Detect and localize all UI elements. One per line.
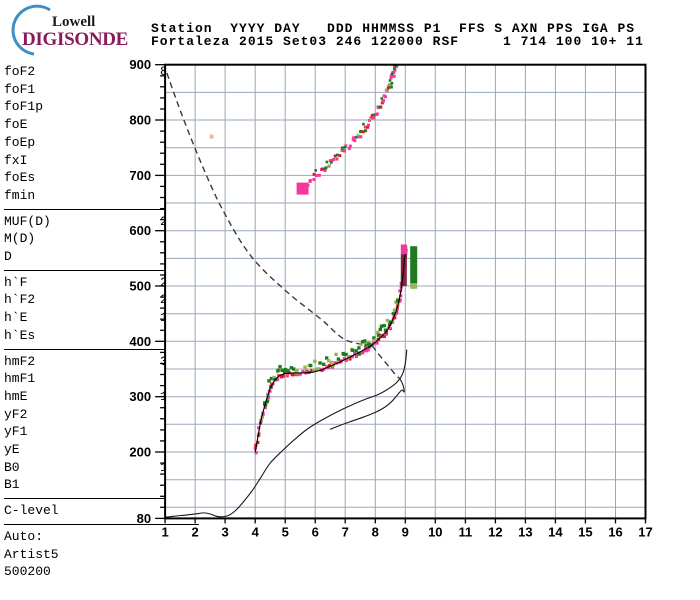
svg-text:13: 13	[518, 524, 532, 539]
svg-text:17: 17	[638, 524, 652, 539]
svg-text:1: 1	[161, 524, 168, 539]
svg-text:600: 600	[129, 223, 151, 238]
svg-text:80: 80	[137, 511, 151, 526]
svg-text:3: 3	[221, 524, 228, 539]
svg-text:12: 12	[488, 524, 502, 539]
svg-text:6: 6	[312, 524, 319, 539]
svg-text:4: 4	[252, 524, 260, 539]
svg-text:10: 10	[428, 524, 442, 539]
svg-text:5: 5	[282, 524, 289, 539]
svg-text:15: 15	[578, 524, 592, 539]
svg-text:11: 11	[459, 524, 473, 539]
svg-text:400: 400	[129, 334, 151, 349]
svg-text:800: 800	[129, 113, 151, 128]
svg-text:700: 700	[129, 168, 151, 183]
svg-text:300: 300	[129, 389, 151, 404]
svg-text:200: 200	[129, 445, 151, 460]
svg-text:16: 16	[608, 524, 622, 539]
svg-text:9: 9	[402, 524, 409, 539]
svg-text:8: 8	[372, 524, 379, 539]
svg-text:500: 500	[129, 279, 151, 294]
svg-text:7: 7	[342, 524, 349, 539]
svg-text:14: 14	[548, 524, 563, 539]
svg-text:2: 2	[191, 524, 198, 539]
svg-text:900: 900	[129, 57, 151, 72]
